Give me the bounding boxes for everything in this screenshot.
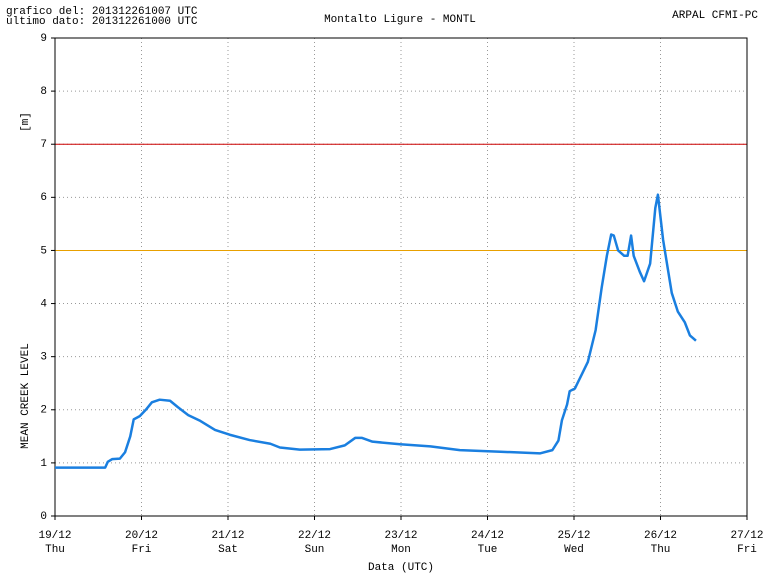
y-tick-label: 7 (40, 139, 47, 151)
x-tick-label: 23/12 (384, 530, 417, 542)
x-tick-label: 24/12 (471, 530, 504, 542)
header-last-data: ultimo dato: 201312261000 UTC (6, 16, 198, 28)
x-tick-weekday: Thu (651, 544, 671, 556)
y-tick-label: 0 (40, 511, 47, 523)
y-tick-label: 3 (40, 352, 47, 364)
y-tick-label: 9 (40, 33, 47, 45)
header-print-time: grafico del: 201312261007 UTC (6, 6, 198, 18)
data-line (55, 193, 697, 469)
x-tick-label: 19/12 (38, 530, 71, 542)
x-tick-weekday: Wed (564, 544, 584, 556)
y-tick-label: 4 (40, 298, 47, 310)
x-tick-label: 22/12 (298, 530, 331, 542)
x-tick-weekday: Sun (305, 544, 325, 556)
x-tick-weekday: Fri (737, 544, 757, 556)
x-tick-weekday: Thu (45, 544, 65, 556)
plot-frame (54, 37, 748, 517)
x-tick-label: 20/12 (125, 530, 158, 542)
y-tick-label: 2 (40, 405, 47, 417)
x-axis-title: Data (UTC) (368, 562, 434, 574)
y-axis-unit: [m] (20, 112, 32, 132)
y-tick-label: 6 (40, 192, 47, 204)
y-tick-label: 1 (40, 458, 47, 470)
x-tick-weekday: Mon (391, 544, 411, 556)
x-tick-label: 25/12 (557, 530, 590, 542)
y-tick-label: 8 (40, 86, 47, 98)
x-tick-label: 21/12 (211, 530, 244, 542)
x-tick-label: 27/12 (730, 530, 763, 542)
x-tick-weekday: Sat (218, 544, 238, 556)
chart-title: Montalto Ligure - MONTL (324, 14, 476, 26)
x-tick-weekday: Tue (478, 544, 498, 556)
header-source: ARPAL CFMI-PC (672, 10, 758, 22)
y-axis-title: MEAN CREEK LEVEL (20, 343, 32, 449)
x-tick-label: 26/12 (644, 530, 677, 542)
y-tick-label: 5 (40, 245, 47, 257)
x-tick-weekday: Fri (132, 544, 152, 556)
